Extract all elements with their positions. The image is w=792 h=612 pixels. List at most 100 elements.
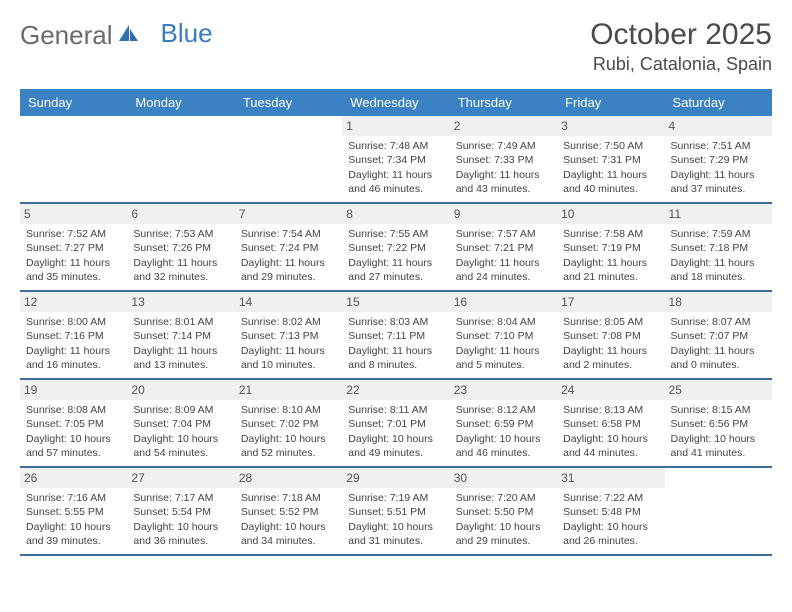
day-number: 9	[450, 204, 557, 224]
location-text: Rubi, Catalonia, Spain	[590, 54, 772, 75]
day-number: 5	[20, 204, 127, 224]
day-number: 22	[342, 380, 449, 400]
day-details: Sunrise: 8:02 AM Sunset: 7:13 PM Dayligh…	[241, 315, 336, 372]
day-cell: 9 Sunrise: 7:57 AM Sunset: 7:21 PM Daylig…	[450, 204, 557, 290]
day-cell: 2Sunrise: 7:49 AM Sunset: 7:33 PM Daylig…	[450, 116, 557, 202]
day-details: Sunrise: 8:05 AM Sunset: 7:08 PM Dayligh…	[563, 315, 658, 372]
day-details: Sunrise: 7:49 AM Sunset: 7:33 PM Dayligh…	[456, 139, 551, 196]
day-details: Sunrise: 7:22 AM Sunset: 5:48 PM Dayligh…	[563, 491, 658, 548]
day-cell: 1 Sunrise: 7:48 AM Sunset: 7:34 PM Daylig…	[342, 116, 449, 202]
week-row: 12Sunrise: 8:00 AM Sunset: 7:16 PM Dayli…	[20, 292, 772, 380]
day-cell: 15 Sunrise: 8:03 AM Sunset: 7:11 PM Dayli…	[342, 292, 449, 378]
day-details: Sunrise: 8:04 AM Sunset: 7:10 PM Dayligh…	[456, 315, 551, 372]
week-row: 26Sunrise: 7:16 AM Sunset: 5:55 PM Dayli…	[20, 468, 772, 556]
day-header-saturday: Saturday	[665, 89, 772, 116]
day-details: Sunrise: 8:10 AM Sunset: 7:02 PM Dayligh…	[241, 403, 336, 460]
day-cell: 27Sunrise: 7:17 AM Sunset: 5:54 PM Dayli…	[127, 468, 234, 554]
brand-logo: General Blue	[20, 22, 213, 48]
day-cell: 13Sunrise: 8:01 AM Sunset: 7:14 PM Dayli…	[127, 292, 234, 378]
day-header-tuesday: Tuesday	[235, 89, 342, 116]
day-cell: 23 Sunrise: 8:12 AM Sunset: 6:59 PM Dayli…	[450, 380, 557, 466]
day-cell: 16Sunrise: 8:04 AM Sunset: 7:10 PM Dayli…	[450, 292, 557, 378]
day-number: 17	[557, 292, 664, 312]
day-details: Sunrise: 7:57 AM Sunset: 7:21 PM Dayligh…	[456, 227, 551, 284]
day-number: 7	[235, 204, 342, 224]
day-number: 19	[20, 380, 127, 400]
day-number: 3	[557, 116, 664, 136]
day-details: Sunrise: 7:19 AM Sunset: 5:51 PM Dayligh…	[348, 491, 443, 548]
day-number: 18	[665, 292, 772, 312]
day-details: Sunrise: 7:58 AM Sunset: 7:19 PM Dayligh…	[563, 227, 658, 284]
day-number: 14	[235, 292, 342, 312]
day-details: Sunrise: 8:03 AM Sunset: 7:11 PM Dayligh…	[348, 315, 443, 372]
day-cell: 7 Sunrise: 7:54 AM Sunset: 7:24 PM Daylig…	[235, 204, 342, 290]
day-cell	[127, 116, 234, 202]
day-details: Sunrise: 7:20 AM Sunset: 5:50 PM Dayligh…	[456, 491, 551, 548]
day-cell	[665, 468, 772, 554]
day-details: Sunrise: 8:09 AM Sunset: 7:04 PM Dayligh…	[133, 403, 228, 460]
calendar-grid: SundayMondayTuesdayWednesdayThursdayFrid…	[20, 89, 772, 556]
day-details: Sunrise: 7:51 AM Sunset: 7:29 PM Dayligh…	[671, 139, 766, 196]
day-cell: 26Sunrise: 7:16 AM Sunset: 5:55 PM Dayli…	[20, 468, 127, 554]
day-details: Sunrise: 7:55 AM Sunset: 7:22 PM Dayligh…	[348, 227, 443, 284]
day-cell: 3 Sunrise: 7:50 AM Sunset: 7:31 PM Daylig…	[557, 116, 664, 202]
day-cell: 19 Sunrise: 8:08 AM Sunset: 7:05 PM Dayli…	[20, 380, 127, 466]
day-number: 21	[235, 380, 342, 400]
page-header: General Blue October 2025 Rubi, Cataloni…	[20, 18, 772, 75]
day-details: Sunrise: 8:11 AM Sunset: 7:01 PM Dayligh…	[348, 403, 443, 460]
day-cell: 14 Sunrise: 8:02 AM Sunset: 7:13 PM Dayli…	[235, 292, 342, 378]
day-cell: 29 Sunrise: 7:19 AM Sunset: 5:51 PM Dayli…	[342, 468, 449, 554]
day-cell	[235, 116, 342, 202]
day-cell	[20, 116, 127, 202]
day-cell: 25Sunrise: 8:15 AM Sunset: 6:56 PM Dayli…	[665, 380, 772, 466]
day-details: Sunrise: 7:16 AM Sunset: 5:55 PM Dayligh…	[26, 491, 121, 548]
day-details: Sunrise: 8:07 AM Sunset: 7:07 PM Dayligh…	[671, 315, 766, 372]
day-number: 24	[557, 380, 664, 400]
day-headers-row: SundayMondayTuesdayWednesdayThursdayFrid…	[20, 89, 772, 116]
day-details: Sunrise: 8:08 AM Sunset: 7:05 PM Dayligh…	[26, 403, 121, 460]
day-cell: 30 Sunrise: 7:20 AM Sunset: 5:50 PM Dayli…	[450, 468, 557, 554]
day-cell: 6Sunrise: 7:53 AM Sunset: 7:26 PM Daylig…	[127, 204, 234, 290]
day-cell: 20 Sunrise: 8:09 AM Sunset: 7:04 PM Dayli…	[127, 380, 234, 466]
day-details: Sunrise: 8:15 AM Sunset: 6:56 PM Dayligh…	[671, 403, 766, 460]
day-cell: 11Sunrise: 7:59 AM Sunset: 7:18 PM Dayli…	[665, 204, 772, 290]
day-cell: 21 Sunrise: 8:10 AM Sunset: 7:02 PM Dayli…	[235, 380, 342, 466]
day-cell: 5Sunrise: 7:52 AM Sunset: 7:27 PM Daylig…	[20, 204, 127, 290]
title-block: October 2025 Rubi, Catalonia, Spain	[590, 18, 772, 75]
day-number: 23	[450, 380, 557, 400]
day-number: 20	[127, 380, 234, 400]
day-details: Sunrise: 8:12 AM Sunset: 6:59 PM Dayligh…	[456, 403, 551, 460]
day-number: 28	[235, 468, 342, 488]
day-number: 11	[665, 204, 772, 224]
day-number: 10	[557, 204, 664, 224]
day-details: Sunrise: 8:00 AM Sunset: 7:16 PM Dayligh…	[26, 315, 121, 372]
day-details: Sunrise: 8:01 AM Sunset: 7:14 PM Dayligh…	[133, 315, 228, 372]
day-details: Sunrise: 7:48 AM Sunset: 7:34 PM Dayligh…	[348, 139, 443, 196]
day-header-monday: Monday	[127, 89, 234, 116]
day-cell: 12Sunrise: 8:00 AM Sunset: 7:16 PM Dayli…	[20, 292, 127, 378]
day-cell: 22 Sunrise: 8:11 AM Sunset: 7:01 PM Dayli…	[342, 380, 449, 466]
day-details: Sunrise: 7:18 AM Sunset: 5:52 PM Dayligh…	[241, 491, 336, 548]
week-row: 5Sunrise: 7:52 AM Sunset: 7:27 PM Daylig…	[20, 204, 772, 292]
day-cell: 8 Sunrise: 7:55 AM Sunset: 7:22 PM Daylig…	[342, 204, 449, 290]
day-header-wednesday: Wednesday	[342, 89, 449, 116]
day-number: 4	[665, 116, 772, 136]
day-cell: 17 Sunrise: 8:05 AM Sunset: 7:08 PM Dayli…	[557, 292, 664, 378]
day-details: Sunrise: 7:54 AM Sunset: 7:24 PM Dayligh…	[241, 227, 336, 284]
day-number: 29	[342, 468, 449, 488]
day-cell: 31 Sunrise: 7:22 AM Sunset: 5:48 PM Dayli…	[557, 468, 664, 554]
day-cell: 24Sunrise: 8:13 AM Sunset: 6:58 PM Dayli…	[557, 380, 664, 466]
day-number: 30	[450, 468, 557, 488]
day-cell: 4 Sunrise: 7:51 AM Sunset: 7:29 PM Daylig…	[665, 116, 772, 202]
day-number: 8	[342, 204, 449, 224]
day-cell: 18 Sunrise: 8:07 AM Sunset: 7:07 PM Dayli…	[665, 292, 772, 378]
brand-part2: Blue	[161, 20, 213, 46]
sail-icon	[117, 23, 139, 48]
day-cell: 28 Sunrise: 7:18 AM Sunset: 5:52 PM Dayli…	[235, 468, 342, 554]
day-number: 15	[342, 292, 449, 312]
day-number: 31	[557, 468, 664, 488]
week-row: 19 Sunrise: 8:08 AM Sunset: 7:05 PM Dayli…	[20, 380, 772, 468]
day-number: 1	[342, 116, 449, 136]
day-details: Sunrise: 7:17 AM Sunset: 5:54 PM Dayligh…	[133, 491, 228, 548]
day-details: Sunrise: 7:50 AM Sunset: 7:31 PM Dayligh…	[563, 139, 658, 196]
